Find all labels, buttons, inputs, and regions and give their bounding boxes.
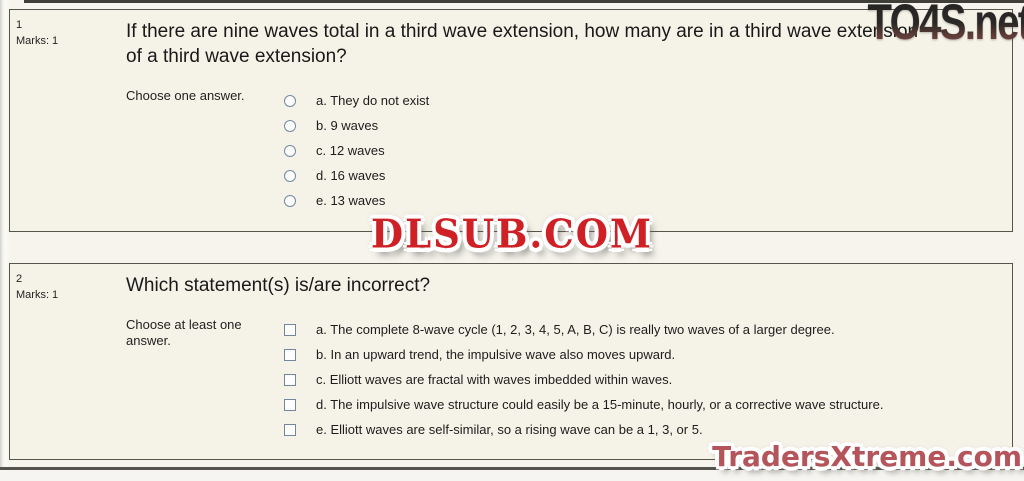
option-row: e. Elliott waves are self-similar, so a … <box>284 417 883 442</box>
question-number: 1 <box>16 19 23 31</box>
option-row: c. Elliott waves are fractal with waves … <box>284 367 883 392</box>
question-1-body: If there are nine waves total in a third… <box>126 19 986 213</box>
question-1-options: a. They do not exist b. 9 waves c. 12 wa… <box>284 88 429 213</box>
question-1-info: 1 Marks: 1 <box>16 17 58 49</box>
option-row: c. 12 waves <box>284 138 429 163</box>
checkbox[interactable] <box>284 323 296 336</box>
option-label[interactable]: e. 13 waves <box>316 193 386 208</box>
option-label[interactable]: d. The impulsive wave structure could ea… <box>316 397 884 412</box>
bottom-divider <box>0 467 1024 470</box>
radio-button[interactable] <box>284 194 296 207</box>
option-row: b. 9 waves <box>284 113 429 138</box>
checkbox[interactable] <box>284 348 296 361</box>
question-2-answers: Choose at least one answer. a. The compl… <box>126 317 986 442</box>
question-marks: Marks: 1 <box>16 289 59 301</box>
radio-button[interactable] <box>284 94 296 107</box>
option-row: a. The complete 8-wave cycle (1, 2, 3, 4… <box>284 317 883 342</box>
option-label[interactable]: e. Elliott waves are self-similar, so a … <box>316 422 703 437</box>
question-number: 2 <box>16 273 23 285</box>
question-2-info: 2 Marks: 1 <box>16 271 58 303</box>
answer-prompt: Choose one answer. <box>126 88 245 103</box>
question-2-text: Which statement(s) is/are incorrect? <box>126 275 431 296</box>
radio-button[interactable] <box>284 144 296 157</box>
question-1-answers: Choose one answer. a. They do not exist … <box>126 88 986 213</box>
page-left-edge <box>0 0 9 481</box>
answer-prompt: Choose at least one answer. <box>126 317 242 348</box>
option-row: b. In an upward trend, the impulsive wav… <box>284 342 883 367</box>
question-marks: Marks: 1 <box>16 35 59 47</box>
option-label[interactable]: b. In an upward trend, the impulsive wav… <box>316 347 676 362</box>
option-label[interactable]: b. 9 waves <box>316 118 379 133</box>
radio-button[interactable] <box>284 119 296 132</box>
checkbox[interactable] <box>284 398 296 411</box>
option-row: d. The impulsive wave structure could ea… <box>284 392 883 417</box>
question-1-box: 1 Marks: 1 If there are nine waves total… <box>9 9 1013 232</box>
question-2-box: 2 Marks: 1 Which statement(s) is/are inc… <box>9 263 1013 460</box>
checkbox[interactable] <box>284 373 296 386</box>
question-2-options: a. The complete 8-wave cycle (1, 2, 3, 4… <box>284 317 883 442</box>
radio-button[interactable] <box>284 169 296 182</box>
bottom-margin <box>0 470 1024 481</box>
option-label[interactable]: c. 12 waves <box>316 143 385 158</box>
option-row: e. 13 waves <box>284 188 429 213</box>
option-label[interactable]: a. They do not exist <box>316 93 430 108</box>
question-1-text: If there are nine waves total in a third… <box>126 21 919 67</box>
question-2-body: Which statement(s) is/are incorrect? Cho… <box>126 273 986 442</box>
option-row: a. They do not exist <box>284 88 429 113</box>
checkbox[interactable] <box>284 423 296 436</box>
option-label[interactable]: c. Elliott waves are fractal with waves … <box>316 372 673 387</box>
option-row: d. 16 waves <box>284 163 429 188</box>
top-divider <box>24 0 1024 3</box>
option-label[interactable]: d. 16 waves <box>316 168 386 183</box>
option-label[interactable]: a. The complete 8-wave cycle (1, 2, 3, 4… <box>316 322 835 337</box>
